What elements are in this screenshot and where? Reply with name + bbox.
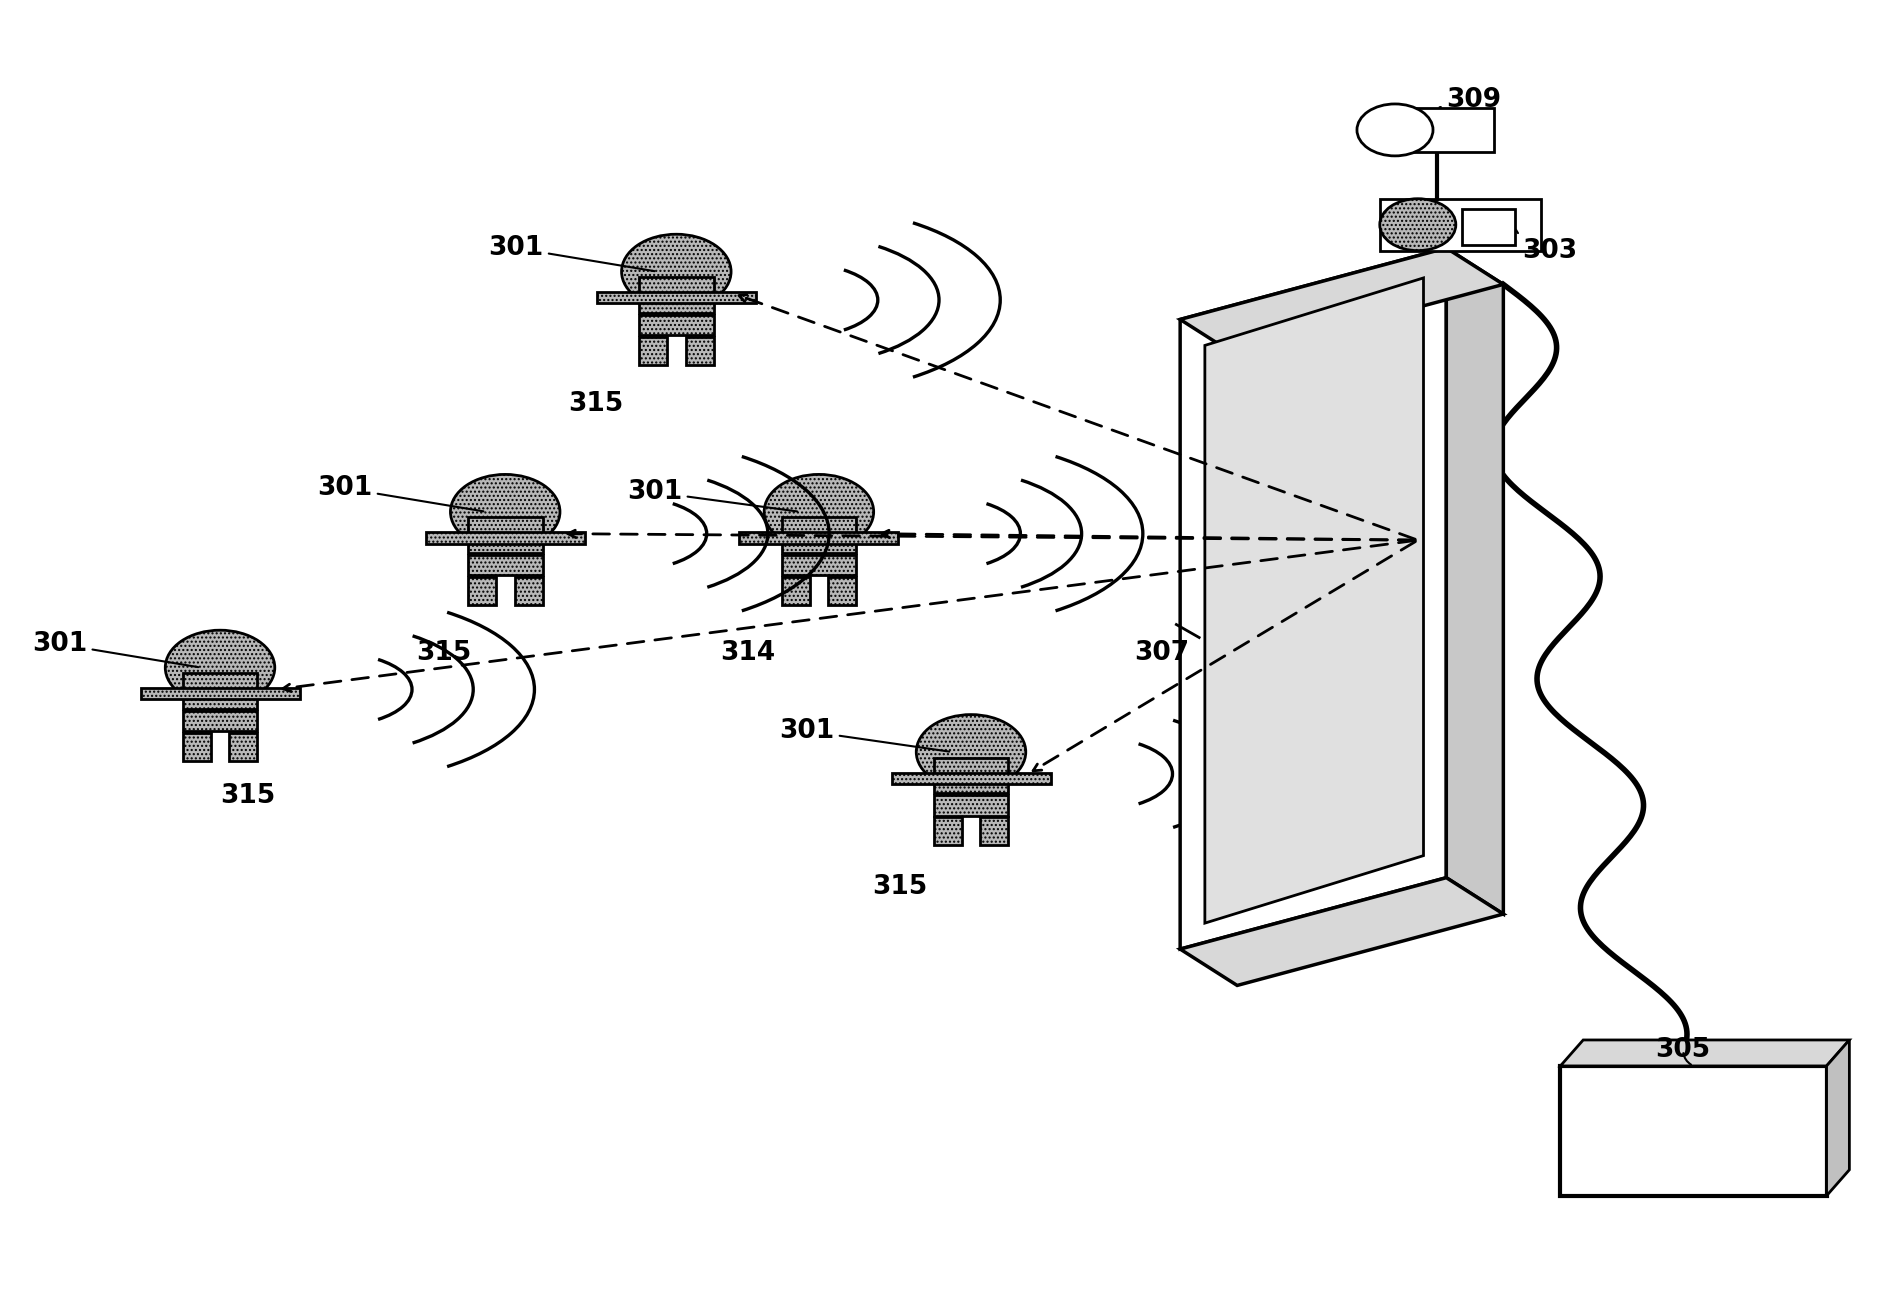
Text: 315: 315 [567, 390, 623, 416]
Bar [183, 732, 211, 761]
Text: 301: 301 [32, 631, 198, 667]
Circle shape [621, 234, 731, 310]
Polygon shape [1826, 1039, 1849, 1196]
Polygon shape [1447, 248, 1504, 915]
Bar [468, 554, 543, 575]
Polygon shape [1180, 248, 1504, 355]
Bar [468, 578, 495, 605]
Bar [1561, 1066, 1826, 1196]
Text: 315: 315 [221, 783, 276, 809]
Bar [828, 578, 857, 605]
Text: 301: 301 [779, 718, 950, 752]
Bar [228, 732, 257, 761]
Text: 301: 301 [316, 475, 484, 511]
Polygon shape [1205, 278, 1424, 924]
Bar [933, 795, 1009, 816]
Text: 301: 301 [487, 235, 655, 271]
Bar [933, 757, 1009, 794]
Bar [640, 337, 666, 366]
Bar [891, 773, 1051, 783]
Polygon shape [1180, 248, 1447, 950]
Circle shape [916, 714, 1026, 790]
Bar [468, 518, 543, 553]
Circle shape [1358, 104, 1434, 156]
Polygon shape [1180, 878, 1504, 985]
Text: 314: 314 [720, 640, 775, 666]
Bar [781, 578, 809, 605]
Text: 303: 303 [1516, 230, 1578, 264]
Bar [933, 817, 962, 846]
Bar [426, 532, 585, 544]
Bar [1462, 209, 1516, 246]
Text: 305: 305 [1655, 1037, 1710, 1064]
Bar [640, 315, 714, 336]
Circle shape [166, 630, 274, 705]
Polygon shape [1561, 1039, 1849, 1066]
Bar [141, 688, 299, 700]
Bar [1380, 108, 1495, 152]
Bar [183, 710, 257, 731]
Bar [640, 277, 714, 312]
Bar [781, 554, 857, 575]
Bar [596, 293, 756, 303]
Text: 315: 315 [415, 640, 470, 666]
Bar [514, 578, 543, 605]
Text: 315: 315 [872, 874, 927, 900]
Text: 307: 307 [1135, 640, 1190, 666]
Bar [739, 532, 899, 544]
Bar [981, 817, 1009, 846]
Bar [781, 518, 857, 553]
Circle shape [764, 475, 874, 549]
Text: 301: 301 [626, 479, 798, 511]
Bar [183, 673, 257, 709]
Bar [685, 337, 714, 366]
Circle shape [1380, 199, 1457, 251]
Text: 309: 309 [1439, 87, 1502, 113]
Bar [1380, 199, 1542, 251]
Circle shape [451, 475, 560, 549]
